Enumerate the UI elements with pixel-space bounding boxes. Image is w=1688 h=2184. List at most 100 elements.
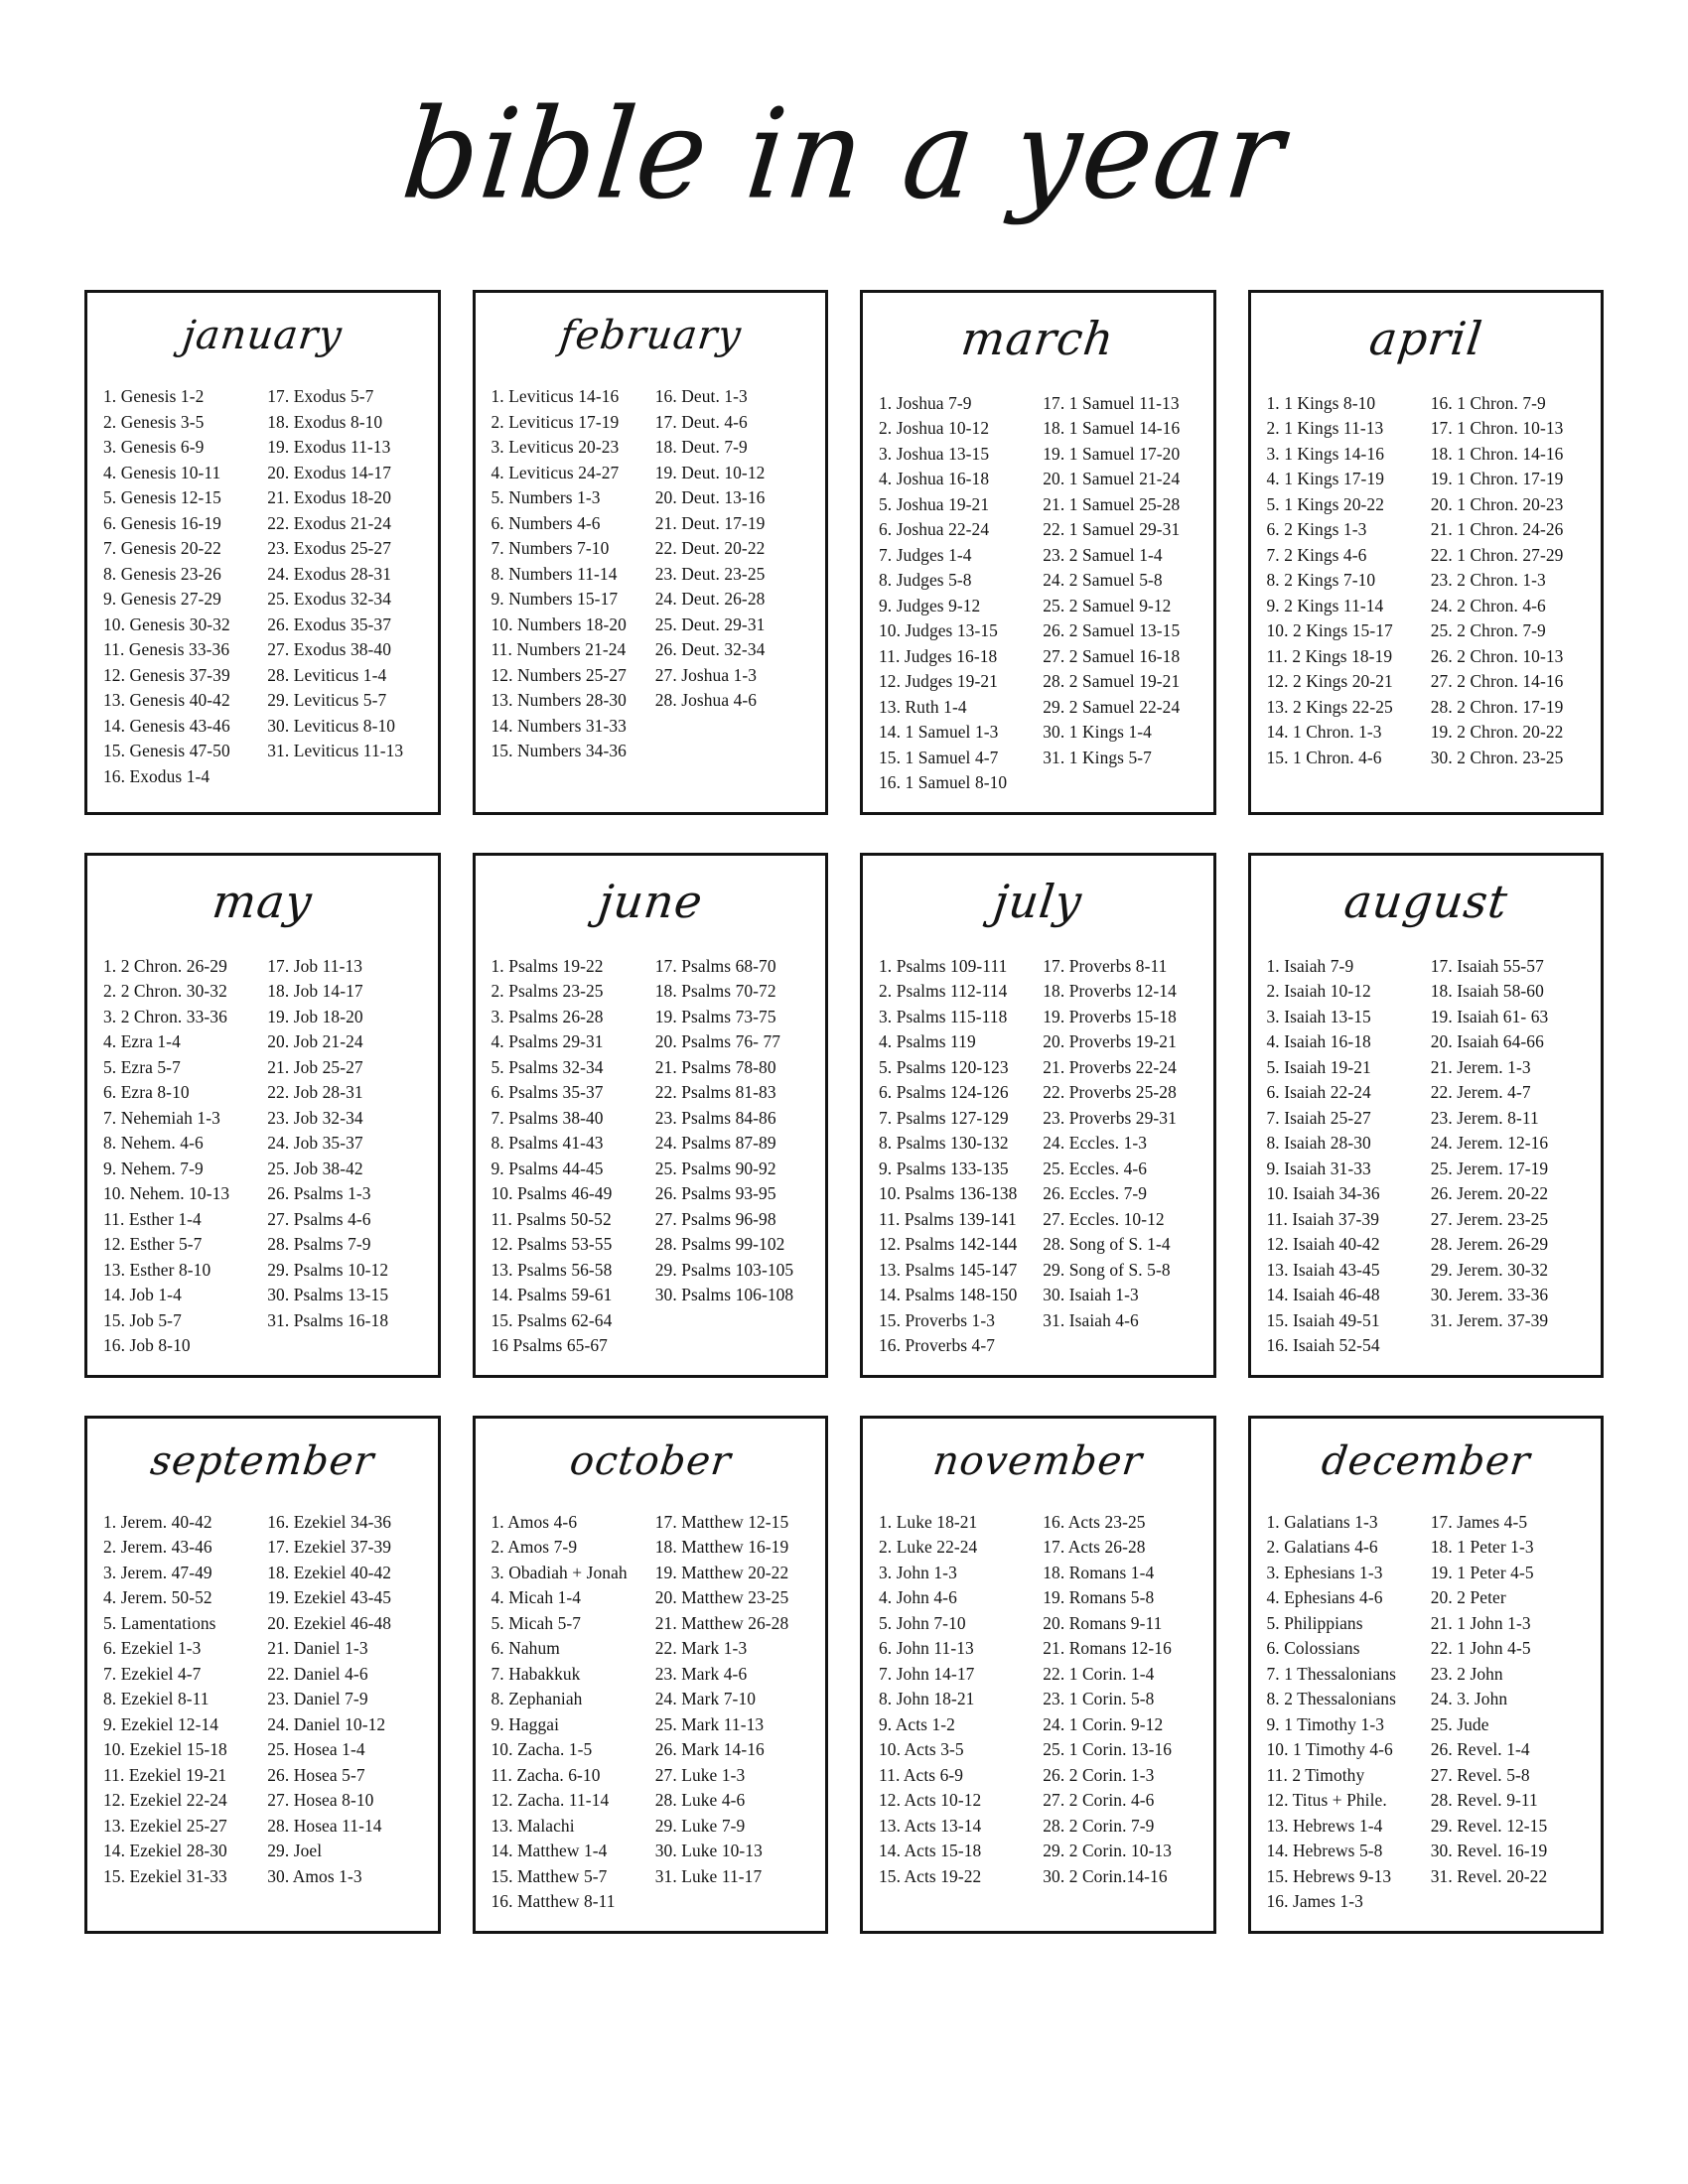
month-card-january: january 1. Genesis 1-2 2. Genesis 3-5 3. Ge… xyxy=(84,290,441,815)
reading-item: 22. 1 John 4-5 xyxy=(1430,1638,1531,1659)
readings-column-right: 16. 1 Chron. 7-9 17. 1 Chron. 10-13 18. 1 … xyxy=(1431,391,1585,796)
readings-column-left: 1. Psalms 109-111 2. Psalms 112-114 3. Psa… xyxy=(879,954,1033,1359)
reading-item: 4. John 4-6 xyxy=(879,1587,957,1608)
readings-list: 1. Psalms 19-22 2. Psalms 23-25 3. Psalms … xyxy=(492,954,810,1359)
readings-column-left: 1. Amos 4-6 2. Amos 7-9 3. Obadiah + Jonah… xyxy=(492,1510,645,1915)
reading-item: 21. 1 John 1-3 xyxy=(1430,1612,1531,1633)
reading-item: 4. Joshua 16-18 xyxy=(879,469,990,489)
month-name: february xyxy=(556,313,744,358)
reading-item: 27. Jerem. 23-25 xyxy=(1430,1208,1549,1229)
reading-item: 1. Jerem. 40-42 xyxy=(103,1511,212,1532)
reading-item: 13. Acts 13-14 xyxy=(879,1815,982,1836)
reading-item: 9. Nehem. 7-9 xyxy=(103,1158,204,1178)
reading-item: 18. Psalms 70-72 xyxy=(654,981,776,1002)
reading-item: 30. Amos 1-3 xyxy=(267,1865,362,1886)
reading-item: 26. Psalms 93-95 xyxy=(654,1183,776,1204)
reading-item: 11. 2 Kings 18-19 xyxy=(1266,645,1393,666)
readings-column-right: 17. Isaiah 55-57 18. Isaiah 58-60 19. Isai… xyxy=(1431,954,1585,1359)
reading-item: 20. 1 Chron. 20-23 xyxy=(1430,493,1564,514)
reading-item: 7. 1 Thessalonians xyxy=(1266,1663,1396,1684)
readings-column-right: 17. Psalms 68-70 18. Psalms 70-72 19. Psal… xyxy=(655,954,809,1359)
reading-item: 2. Genesis 3-5 xyxy=(103,411,205,432)
reading-item: 9. 2 Kings 11-14 xyxy=(1266,595,1384,615)
reading-item: 16. Ezekiel 34-36 xyxy=(267,1511,392,1532)
reading-item: 1. Joshua 7-9 xyxy=(879,392,972,413)
month-card-may: may 1. 2 Chron. 26-29 2. 2 Chron. 30-32 3. … xyxy=(84,852,441,1378)
reading-item: 19. 1 Peter 4-5 xyxy=(1430,1562,1534,1582)
month-card-october: october 1. Amos 4-6 2. Amos 7-9 3. Obadiah … xyxy=(472,1415,828,1934)
reading-item: 21. Romans 12-16 xyxy=(1043,1638,1172,1659)
reading-item: 8. Isaiah 28-30 xyxy=(1266,1133,1371,1154)
reading-item: 10. Psalms 46-49 xyxy=(491,1183,613,1204)
reading-item: 22. Mark 1-3 xyxy=(654,1638,748,1659)
reading-item: 16. Isaiah 52-54 xyxy=(1266,1335,1380,1356)
reading-item: 10. Genesis 30-32 xyxy=(103,614,230,634)
reading-item: 11. Esther 1-4 xyxy=(103,1208,202,1229)
reading-item: 10. Ezekiel 15-18 xyxy=(103,1739,227,1760)
reading-item: 24. Daniel 10-12 xyxy=(267,1713,386,1734)
reading-item: 1. 1 Kings 8-10 xyxy=(1266,392,1376,413)
reading-item: 21. Psalms 78-80 xyxy=(654,1056,776,1077)
reading-item: 8. Zephaniah xyxy=(491,1689,583,1709)
reading-item: 24. Deut. 26-28 xyxy=(654,589,766,609)
reading-item: 14. 1 Chron. 1-3 xyxy=(1266,722,1382,743)
reading-item: 2. Isaiah 10-12 xyxy=(1266,981,1371,1002)
reading-item: 27. 2 Samuel 16-18 xyxy=(1043,645,1181,666)
reading-item: 8. Judges 5-8 xyxy=(879,570,972,591)
reading-item: 9. Numbers 15-17 xyxy=(491,589,619,609)
readings-column-left: 1. 1 Kings 8-10 2. 1 Kings 11-13 3. 1 King… xyxy=(1267,391,1421,796)
readings-column-left: 1. Luke 18-21 2. Luke 22-24 3. John 1-3 4. … xyxy=(879,1510,1033,1915)
reading-item: 23. Mark 4-6 xyxy=(654,1663,748,1684)
reading-item: 27. Hosea 8-10 xyxy=(267,1790,374,1811)
reading-item: 3. John 1-3 xyxy=(879,1562,957,1582)
reading-item: 8. Ezekiel 8-11 xyxy=(103,1689,210,1709)
reading-item: 5. Micah 5-7 xyxy=(491,1612,582,1633)
reading-item: 20. Matthew 23-25 xyxy=(654,1587,789,1608)
reading-item: 14. Isaiah 46-48 xyxy=(1266,1285,1380,1305)
readings-list: 1. Galatians 1-3 2. Galatians 4-6 3. Ephes… xyxy=(1267,1510,1586,1915)
reading-item: 8. John 18-21 xyxy=(879,1689,975,1709)
reading-item: 3. 2 Chron. 33-36 xyxy=(103,1006,227,1026)
reading-item: 14. Acts 15-18 xyxy=(879,1841,982,1861)
month-name: september xyxy=(147,1437,377,1484)
reading-item: 6. Genesis 16-19 xyxy=(103,512,221,533)
readings-list: 1. Joshua 7-9 2. Joshua 10-12 3. Joshua 13… xyxy=(879,391,1197,796)
reading-item: 8. Psalms 41-43 xyxy=(491,1133,604,1154)
reading-item: 20. Proverbs 19-21 xyxy=(1043,1031,1177,1052)
reading-item: 1. Galatians 1-3 xyxy=(1266,1511,1378,1532)
reading-item: 19. Romans 5-8 xyxy=(1043,1587,1155,1608)
reading-item: 4. Psalms 29-31 xyxy=(491,1031,604,1052)
reading-item: 8. 2 Thessalonians xyxy=(1266,1689,1396,1709)
reading-item: 15. Genesis 47-50 xyxy=(103,741,230,760)
readings-column-right: 16. Ezekiel 34-36 17. Ezekiel 37-39 18. Ez… xyxy=(267,1510,421,1915)
reading-item: 24. 2 Samuel 5-8 xyxy=(1043,570,1163,591)
reading-item: 8. Genesis 23-26 xyxy=(103,563,221,584)
reading-item: 12. Titus + Phile. xyxy=(1266,1790,1387,1811)
reading-item: 19. Psalms 73-75 xyxy=(654,1006,776,1026)
reading-item: 13. Psalms 145-147 xyxy=(879,1259,1018,1280)
reading-item: 24. Exodus 28-31 xyxy=(267,563,392,584)
month-card-november: november 1. Luke 18-21 2. Luke 22-24 3. Joh… xyxy=(860,1415,1216,1934)
reading-item: 4. Ephesians 4-6 xyxy=(1266,1587,1383,1608)
reading-item: 22. Deut. 20-22 xyxy=(654,538,766,558)
reading-item: 16. 1 Samuel 8-10 xyxy=(879,772,1008,793)
reading-item: 27. Psalms 4-6 xyxy=(267,1208,371,1229)
reading-item: 3. Psalms 115-118 xyxy=(879,1006,1008,1026)
reading-item: 8. Nehem. 4-6 xyxy=(103,1133,204,1154)
reading-item: 13. Psalms 56-58 xyxy=(491,1259,613,1280)
reading-item: 22. Job 28-31 xyxy=(267,1082,363,1103)
reading-item: 10. Nehem. 10-13 xyxy=(103,1183,230,1204)
reading-item: 10. Psalms 136-138 xyxy=(879,1183,1018,1204)
reading-item: 2. Galatians 4-6 xyxy=(1266,1537,1378,1558)
reading-item: 28. Psalms 7-9 xyxy=(267,1234,371,1255)
reading-item: 28. Jerem. 26-29 xyxy=(1430,1234,1549,1255)
reading-item: 18. 1 Chron. 14-16 xyxy=(1430,443,1564,464)
reading-item: 7. Isaiah 25-27 xyxy=(1266,1107,1371,1128)
reading-item: 18. Proverbs 12-14 xyxy=(1043,981,1177,1002)
reading-item: 18. 1 Samuel 14-16 xyxy=(1043,418,1181,439)
reading-item: 19. Isaiah 61- 63 xyxy=(1430,1006,1549,1026)
reading-item: 30. Leviticus 8-10 xyxy=(267,715,396,736)
page-title-text: bible in a year xyxy=(396,80,1292,227)
month-name: june xyxy=(595,874,706,928)
reading-item: 23. Psalms 84-86 xyxy=(654,1107,776,1128)
